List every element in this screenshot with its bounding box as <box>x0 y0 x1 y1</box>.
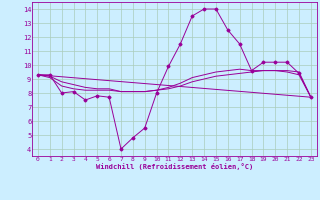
X-axis label: Windchill (Refroidissement éolien,°C): Windchill (Refroidissement éolien,°C) <box>96 163 253 170</box>
